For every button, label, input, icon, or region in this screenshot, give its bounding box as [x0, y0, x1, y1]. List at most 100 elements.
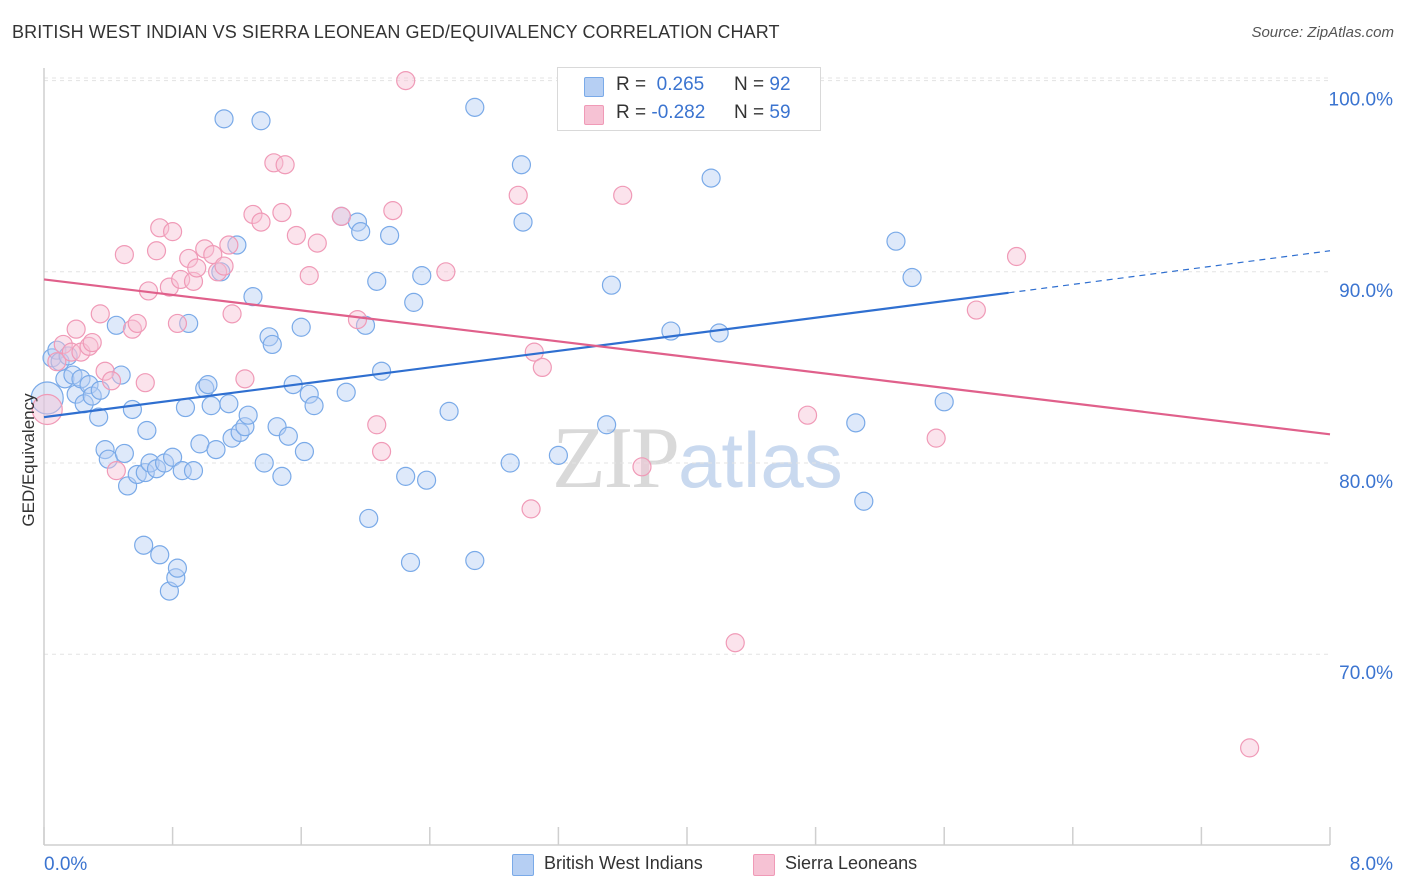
data-point — [167, 558, 188, 578]
data-point — [135, 373, 155, 393]
x-tick-label: 0.0% — [44, 854, 87, 875]
data-point — [304, 396, 324, 416]
data-point — [1240, 738, 1260, 758]
y-axis-label: GED/Equivalency — [19, 393, 38, 527]
data-point — [396, 70, 416, 91]
data-point — [513, 212, 533, 232]
data-point — [89, 407, 109, 427]
data-point — [53, 334, 73, 355]
data-point — [106, 315, 126, 335]
data-point — [511, 155, 532, 175]
data-point — [336, 382, 356, 402]
data-point — [299, 384, 319, 404]
data-point — [371, 361, 392, 381]
data-point — [150, 218, 170, 238]
tick-labels: 70.0% 80.0% 90.0% 100.0% 0.0% 8.0% GED/Equival… — [19, 90, 1393, 875]
data-point — [886, 231, 906, 251]
data-point — [396, 466, 416, 486]
trend-lines — [43, 250, 1331, 436]
legend-swatch-blue — [512, 854, 534, 876]
data-point — [198, 375, 218, 395]
data-point — [854, 491, 874, 511]
axes — [43, 68, 1331, 846]
data-point — [243, 204, 263, 225]
data-point — [359, 508, 379, 529]
data-point — [127, 313, 147, 334]
data-point — [846, 413, 866, 433]
data-point — [179, 313, 199, 334]
y-tick-label: 90.0% — [1339, 281, 1393, 302]
data-point — [262, 334, 282, 355]
data-point — [436, 262, 456, 282]
data-point — [797, 405, 818, 425]
data-point — [500, 453, 520, 473]
legend-n: N = 59 — [734, 102, 791, 124]
legend-n-label: N = — [734, 74, 765, 95]
data-point — [465, 550, 485, 571]
data-point — [412, 266, 432, 286]
data-point — [1006, 246, 1027, 267]
data-point — [351, 222, 371, 242]
data-point — [82, 332, 102, 353]
data-point — [371, 441, 392, 462]
data-point — [291, 317, 311, 337]
data-point — [163, 447, 183, 467]
data-point — [632, 457, 652, 477]
data-point — [235, 369, 255, 389]
data-point — [150, 545, 170, 565]
data-point — [926, 428, 946, 448]
data-point — [190, 434, 210, 454]
legend-n-label: N = — [734, 102, 765, 123]
data-point — [331, 206, 351, 226]
data-point — [47, 352, 67, 372]
stats-legend: R = 0.265 N = 92 R = -0.282 N = 59 — [557, 67, 821, 131]
data-point — [146, 241, 167, 261]
data-point — [299, 266, 319, 286]
data-point — [367, 415, 387, 435]
series-1 — [31, 70, 1260, 758]
data-point — [380, 225, 400, 246]
data-point — [294, 441, 315, 462]
data-point — [167, 313, 188, 334]
series-0 — [30, 92, 954, 601]
data-point — [275, 155, 295, 175]
legend-swatch-blue — [584, 77, 604, 97]
data-point — [601, 275, 622, 295]
data-point — [214, 256, 234, 276]
data-point — [725, 633, 745, 653]
legend-label: Sierra Leoneans — [785, 853, 918, 873]
data-point — [201, 396, 221, 416]
data-point — [166, 568, 186, 588]
legend-r-value: 0.265 — [656, 74, 705, 95]
watermark-atlas: atlas — [678, 416, 843, 504]
legend-swatch-pink — [753, 854, 775, 876]
data-point — [66, 384, 86, 404]
data-point — [111, 365, 131, 385]
data-point — [206, 440, 226, 460]
data-point — [66, 319, 86, 339]
data-point — [508, 185, 528, 205]
data-point — [465, 97, 485, 117]
data-point — [122, 399, 143, 420]
data-point — [934, 392, 954, 412]
data-point — [214, 109, 234, 129]
data-point — [219, 394, 239, 414]
data-point — [227, 235, 247, 255]
data-point — [286, 225, 306, 246]
legend-r-label: R = — [616, 102, 647, 123]
source-note: Source: ZipAtlas.com — [1251, 24, 1394, 41]
chart-title: BRITISH WEST INDIAN VS SIERRA LEONEAN GE… — [12, 22, 780, 42]
data-point — [709, 323, 729, 343]
data-point — [548, 445, 569, 465]
data-point — [179, 248, 199, 269]
data-point — [272, 202, 292, 223]
data-point — [159, 277, 179, 297]
data-point — [278, 426, 298, 446]
data-point — [235, 417, 255, 437]
trend-line-blue-extension — [1008, 250, 1331, 294]
data-point — [347, 310, 368, 330]
grid — [44, 77, 1330, 655]
data-point — [183, 461, 204, 481]
data-point — [251, 111, 271, 131]
